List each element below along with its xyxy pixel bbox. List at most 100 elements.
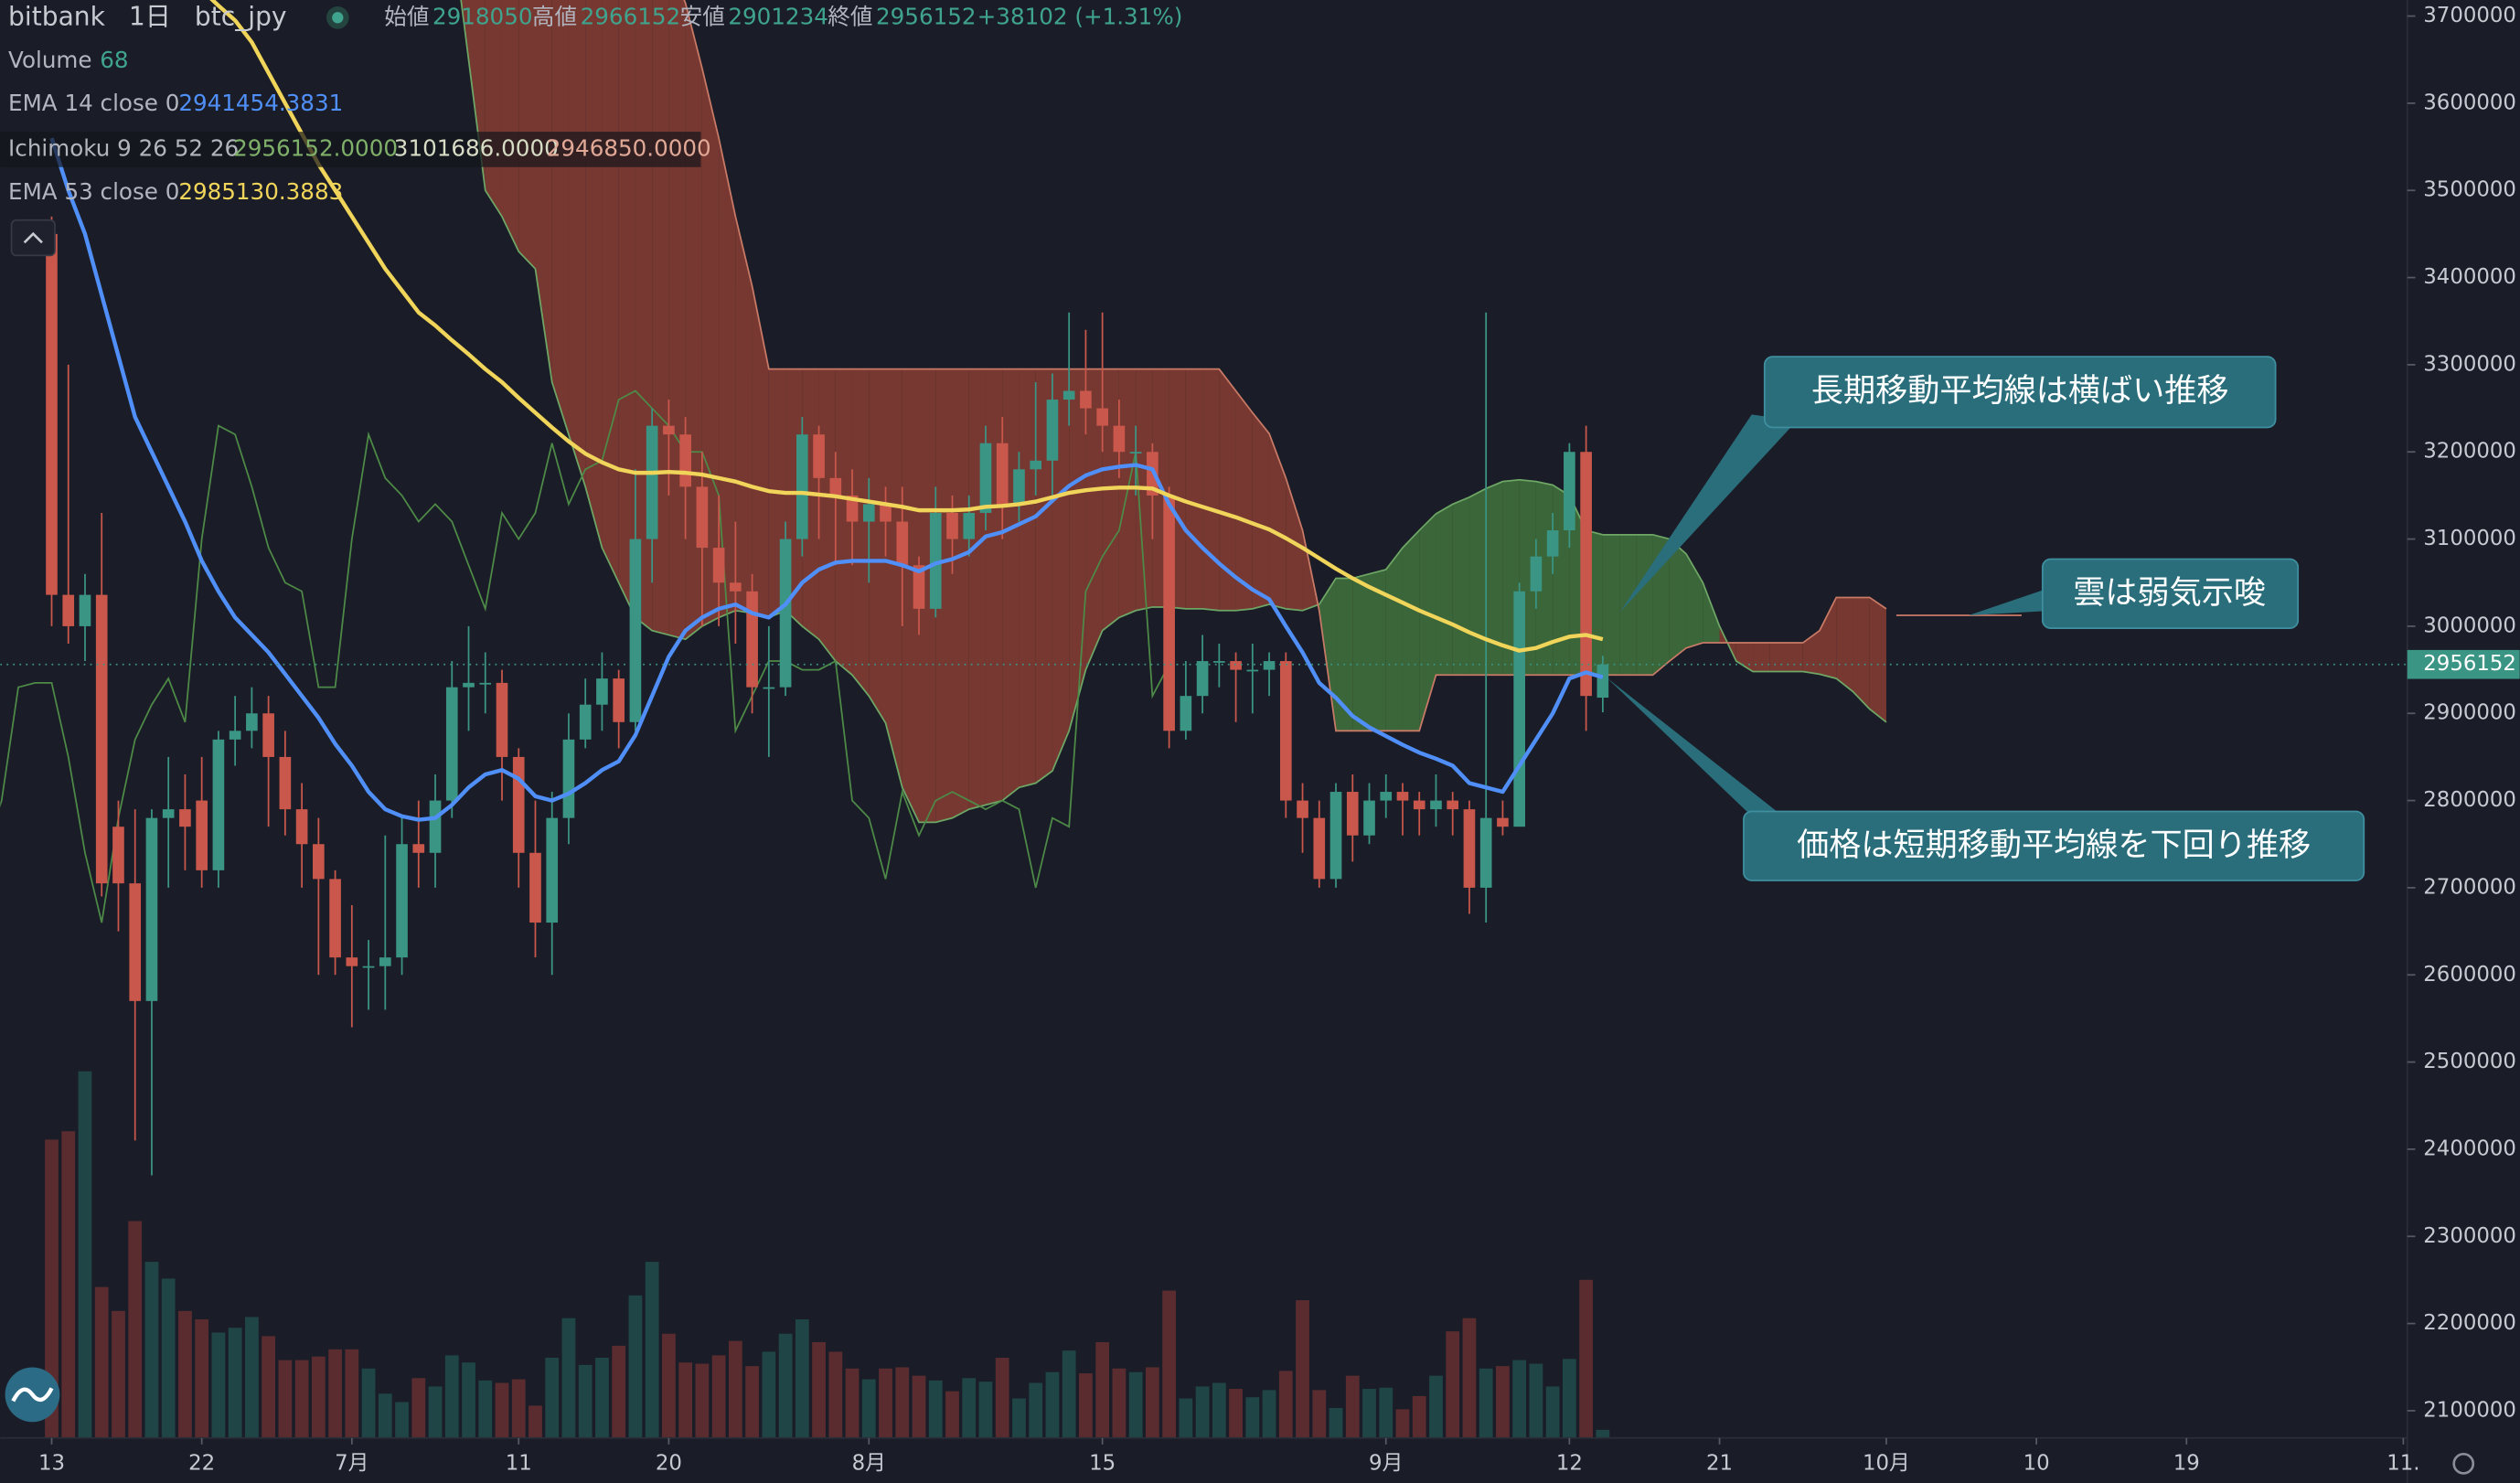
y-tick-label: 3400000: [2423, 265, 2516, 289]
x-tick-label: 15: [1089, 1451, 1116, 1475]
volume-bar: [1029, 1382, 1043, 1438]
annotation-text: 雲は弱気示唆: [2073, 574, 2266, 612]
logo-wave[interactable]: [11, 1387, 54, 1403]
volume-bar: [645, 1262, 659, 1438]
settings-icon[interactable]: [2452, 1453, 2475, 1475]
cloud-segment: [1686, 553, 1703, 648]
axis-layer: 2100000 2200000 2300000 2400000 2500000 26000…: [38, 4, 2520, 1475]
y-tick-label: 3300000: [2423, 352, 2516, 376]
candle-body: [979, 443, 992, 513]
volume-bar: [628, 1295, 643, 1438]
x-tick-label: 20: [656, 1451, 682, 1475]
candle-body: [62, 594, 75, 626]
candle-body: [862, 504, 875, 522]
x-tick-label: 13: [38, 1451, 65, 1475]
settings-gear[interactable]: [2452, 1453, 2475, 1475]
cloud-segment: [818, 368, 836, 662]
candle-body: [1297, 800, 1308, 818]
volume-bar: [161, 1278, 176, 1438]
cloud-segment: [935, 368, 953, 823]
volume-bar: [678, 1362, 693, 1438]
logo[interactable]: [5, 1367, 60, 1423]
cloud-segment: [1769, 643, 1787, 672]
y-tick-label: 3100000: [2423, 527, 2516, 550]
volume-bar: [1112, 1368, 1127, 1438]
cloud-segment: [535, 0, 552, 382]
cloud-segment: [1486, 481, 1503, 676]
volume-bar: [345, 1349, 359, 1438]
annotation-pointer: [1968, 586, 2055, 616]
volume-bar: [1179, 1398, 1193, 1438]
cloud-segment: [1753, 643, 1770, 672]
cloud-segment: [968, 368, 986, 810]
volume-bar: [278, 1360, 293, 1438]
volume-bar: [912, 1375, 926, 1438]
volume-bar: [1446, 1331, 1460, 1438]
annotation-box: [1763, 356, 2277, 429]
collapse-button-frame[interactable]: [10, 219, 56, 257]
volume-bar: [511, 1379, 526, 1438]
candle-body: [279, 756, 292, 810]
cloud-segment: [1219, 368, 1236, 611]
cloud-segment: [501, 0, 519, 251]
volume-bar: [745, 1366, 759, 1438]
cloud-segment: [602, 0, 619, 583]
candle-body: [95, 594, 108, 884]
candle-body: [1279, 661, 1292, 801]
annotation-pointer: [1607, 677, 1788, 820]
candle-body: [779, 539, 792, 688]
volume-bar: [1045, 1371, 1060, 1438]
cloud-segment: [835, 368, 853, 676]
annotation-text: 長期移動平均線は横ばい推移: [1811, 372, 2229, 410]
volume-bar: [262, 1336, 276, 1438]
volume-bar: [1062, 1350, 1076, 1438]
volume-bar: [778, 1333, 793, 1438]
candle-body: [712, 548, 725, 583]
candle-body: [1413, 800, 1426, 810]
y-tick-label: 2700000: [2423, 875, 2516, 899]
y-tick-label: 3600000: [2423, 91, 2516, 114]
ichimoku-legend-value: 2946850.0000: [547, 134, 711, 161]
volume-bar: [1512, 1360, 1527, 1438]
candle-body: [813, 434, 825, 478]
annotation-text: 価格は短期移動平均線を下回り推移: [1797, 827, 2311, 864]
open-value: 2918050: [432, 3, 533, 29]
volume-bar: [1245, 1397, 1260, 1438]
volume-bar: [428, 1386, 443, 1438]
volume-bar: [1162, 1290, 1176, 1438]
volume-bar: [662, 1333, 676, 1438]
y-tick-label: 2400000: [2423, 1136, 2516, 1160]
volume-bar: [395, 1402, 409, 1438]
x-tick-label: 11: [506, 1451, 532, 1475]
ichimoku-legend-value: 2956152.0000: [233, 134, 398, 161]
cloud-segment: [1802, 630, 1820, 675]
y-tick-label: 2500000: [2423, 1050, 2516, 1073]
cloud-segment: [1669, 539, 1687, 662]
volume-bar: [1362, 1389, 1376, 1438]
ichimoku-legend-value: 3101686.0000: [394, 134, 559, 161]
cloud-segment: [1269, 433, 1287, 609]
close-label: 終値: [828, 3, 872, 29]
collapse-button[interactable]: [10, 219, 56, 257]
exchange: bitbank: [8, 1, 106, 31]
candle-body: [329, 879, 341, 958]
candle-body: [996, 443, 1009, 505]
candle-body: [262, 713, 274, 757]
candle-body: [613, 678, 625, 722]
x-tick-label: 12: [1556, 1451, 1583, 1475]
volume-bar: [1012, 1398, 1026, 1438]
collapse-icon[interactable]: [23, 231, 43, 244]
y-tick-label: 3500000: [2423, 178, 2516, 202]
cloud-segment: [485, 0, 502, 217]
cloud-segment: [1836, 597, 1853, 692]
candle-body: [179, 809, 191, 827]
candle-body: [196, 800, 208, 870]
candle-body: [846, 495, 859, 522]
cloud-segment: [735, 216, 753, 613]
candle-body: [1564, 452, 1575, 531]
candle-body: [1380, 792, 1393, 801]
candle-body: [1196, 661, 1209, 697]
volume-bar: [1545, 1386, 1560, 1438]
x-tick-label: 7月: [335, 1451, 368, 1475]
